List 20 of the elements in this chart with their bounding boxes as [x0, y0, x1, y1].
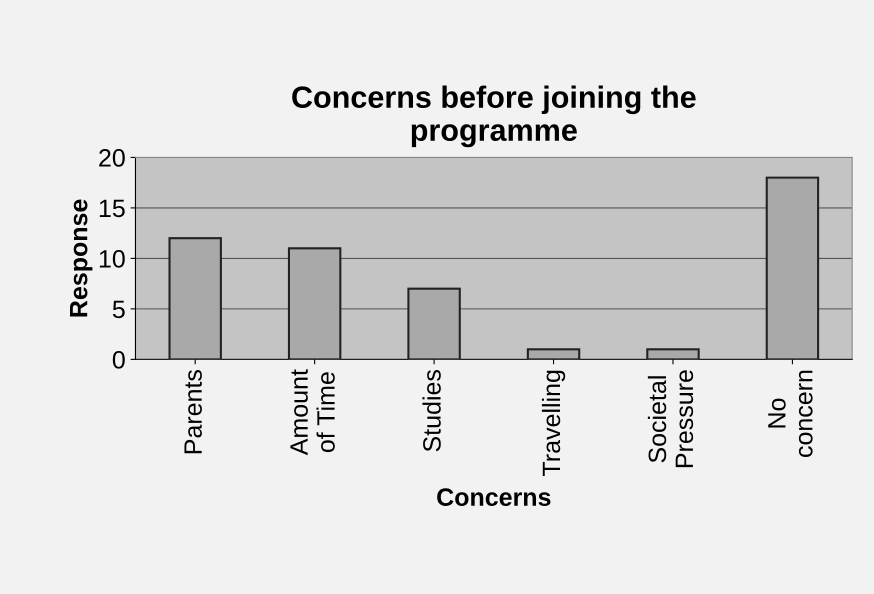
- y-axis-title: Response: [70, 199, 92, 316]
- bar: [407, 288, 461, 360]
- x-tick-label: Parents: [184, 370, 202, 454]
- bar: [766, 176, 820, 360]
- x-tick-label: Studies: [422, 370, 441, 452]
- bar: [288, 247, 342, 360]
- y-tick-label: 10: [100, 250, 125, 268]
- x-tick-label: No concern: [768, 370, 813, 457]
- x-tick-label: Amount of Time: [290, 369, 335, 456]
- x-axis-title: Concerns: [437, 488, 550, 506]
- bar: [646, 348, 700, 360]
- bar: [168, 237, 222, 360]
- y-tick-label: 15: [100, 200, 125, 218]
- y-tick-label: 0: [112, 350, 125, 369]
- y-tick-label: 5: [112, 300, 125, 318]
- bar: [526, 348, 580, 360]
- y-tick-label: 20: [99, 149, 125, 167]
- x-tick-label: Travelling: [542, 370, 566, 476]
- x-tick-label: Societal Pressure: [648, 370, 694, 468]
- chart-title: Concerns before joining the programme: [292, 86, 696, 148]
